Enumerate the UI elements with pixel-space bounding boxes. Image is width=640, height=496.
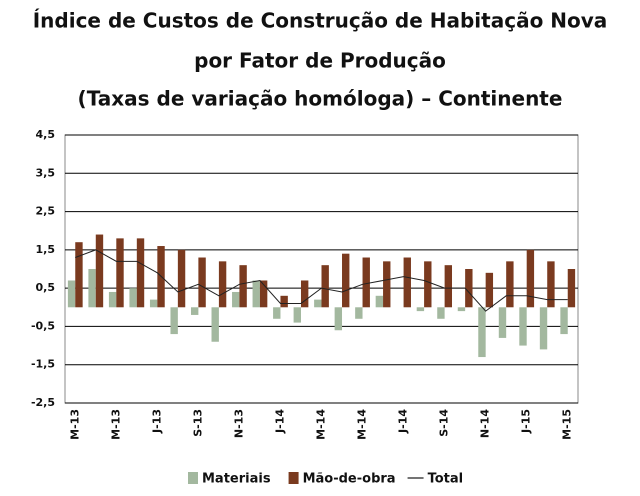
legend-swatch: [188, 472, 198, 484]
legend-label: Total: [428, 472, 464, 487]
bar: [416, 307, 425, 312]
bar: [457, 307, 466, 312]
x-tick-label: M-14: [356, 409, 369, 440]
bar: [300, 280, 309, 308]
x-tick-label: S-14: [438, 409, 451, 437]
bar: [355, 307, 363, 319]
bar: [198, 257, 206, 308]
bar: [539, 307, 548, 350]
x-tick-label: J-14: [273, 409, 286, 434]
bar: [67, 280, 76, 308]
x-tick-label: N-13: [232, 409, 245, 438]
bar: [293, 307, 301, 323]
bar: [403, 257, 411, 308]
bar: [280, 295, 288, 308]
bar: [252, 280, 260, 308]
bar: [334, 307, 343, 331]
bar: [75, 242, 83, 308]
bar: [465, 269, 473, 308]
bar: [136, 238, 145, 308]
bar: [211, 307, 219, 342]
bar: [506, 261, 514, 308]
bar: [478, 307, 486, 358]
x-tick-label: M-14: [315, 409, 328, 440]
y-tick-label: -0,5: [31, 319, 55, 332]
bar: [437, 307, 445, 319]
legend-label: Materiais: [202, 472, 271, 487]
x-tick-label: J-13: [150, 409, 163, 434]
y-tick-label: 1,5: [36, 243, 56, 256]
bar: [108, 291, 117, 308]
x-tick-label: M-13: [109, 409, 122, 440]
legend-label: Mão-de-obra: [303, 472, 396, 487]
chart-title: (Taxas de variação homóloga) – Continent…: [78, 87, 563, 111]
y-tick-label: 3,5: [36, 166, 56, 179]
bar: [88, 269, 96, 308]
bar: [259, 280, 268, 308]
legend-swatch: [288, 472, 299, 484]
bar: [444, 265, 453, 308]
bar: [567, 269, 576, 308]
x-tick-label: J-14: [397, 409, 410, 434]
bar: [232, 291, 240, 308]
bar: [273, 307, 281, 319]
x-tick-label: M-13: [68, 409, 81, 440]
bar: [190, 307, 199, 315]
chart-title: por Fator de Produção: [194, 49, 446, 73]
chart-title: Índice de Custos de Construção de Habita…: [33, 9, 608, 33]
y-tick-label: -1,5: [31, 358, 55, 371]
bar: [362, 257, 370, 308]
x-tick-label: M-15: [561, 409, 574, 440]
bar: [170, 307, 178, 335]
bar: [129, 288, 137, 308]
bar: [547, 261, 555, 308]
y-tick-label: 4,5: [36, 128, 56, 141]
y-tick-label: 2,5: [36, 205, 56, 218]
bar: [560, 307, 568, 335]
bar: [498, 307, 507, 338]
bar: [149, 299, 158, 308]
x-tick-label: J-15: [520, 409, 533, 434]
x-tick-label: N-14: [479, 409, 492, 438]
bar: [116, 238, 124, 308]
bar: [424, 261, 432, 308]
line: [75, 249, 568, 312]
bar: [519, 307, 527, 346]
bar: [239, 265, 247, 308]
bar: [526, 249, 535, 308]
bar: [485, 272, 494, 308]
x-tick-label: S-13: [191, 409, 204, 437]
y-tick-label: 0,5: [36, 281, 56, 294]
bar: [218, 261, 227, 308]
bar: [314, 299, 322, 308]
bar: [375, 295, 384, 308]
bar: [95, 234, 104, 308]
bar: [383, 261, 391, 308]
y-tick-label: -2,5: [31, 396, 55, 409]
bar: [177, 249, 186, 308]
bar: [321, 265, 329, 308]
bar: [342, 253, 350, 308]
